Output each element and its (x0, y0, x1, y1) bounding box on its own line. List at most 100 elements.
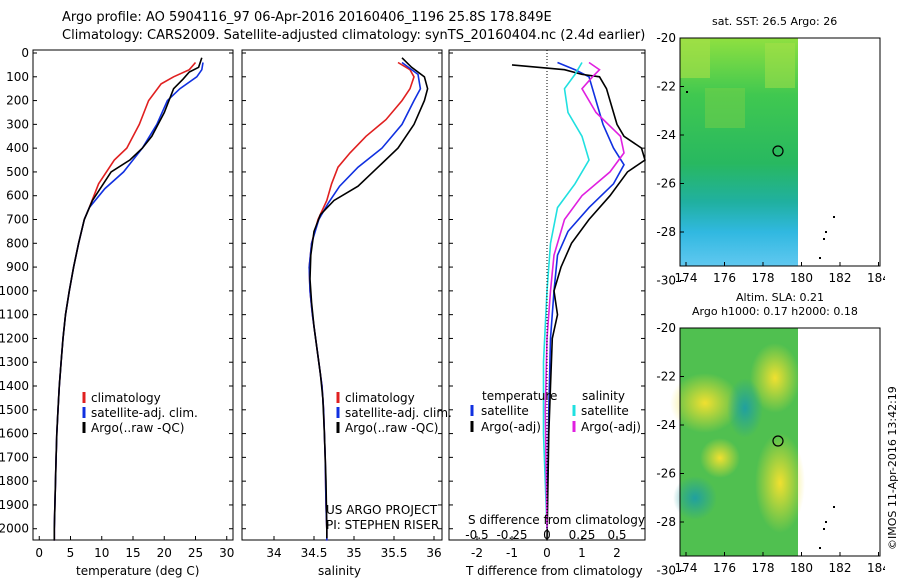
legend-label-sargo: Argo(-adj) (581, 420, 641, 434)
temperature-tick-label: 30 (219, 546, 234, 560)
title-line-2: Climatology: CARS2009. Satellite-adjuste… (62, 28, 646, 43)
map-xtick-label: 176 (713, 271, 736, 285)
depth-tick-label: 200 (6, 94, 29, 108)
depth-tick-label: 100 (6, 70, 29, 84)
depth-tick-label: 1500 (0, 403, 29, 417)
sla-high-4 (700, 438, 740, 478)
credit-line-1: US ARGO PROJECT (326, 503, 438, 517)
map-ytick-label: -28 (656, 225, 676, 239)
island-dot (833, 506, 835, 508)
map-xtick-label: 184 (867, 561, 885, 575)
sst-map-frame (679, 37, 881, 267)
depth-tick-label: 1800 (0, 474, 29, 488)
sdiff-axis-label: S difference from climatology (468, 513, 645, 527)
series-line-temperature-satellite (546, 61, 625, 529)
depth-tick-label: 600 (6, 189, 29, 203)
temperature-tick-label: 20 (157, 546, 172, 560)
sst-map-title: sat. SST: 26.5 Argo: 26 (712, 15, 838, 28)
map-ytick-label: -26 (656, 177, 676, 191)
temperature-series (53, 57, 204, 541)
credit-line-2: PI: STEPHEN RISER (326, 518, 439, 532)
sdiff-tick-label: 0 (543, 528, 551, 542)
temperature-panel-frame (32, 49, 234, 541)
depth-tick-label: 500 (6, 165, 29, 179)
island-dot (825, 521, 827, 523)
legend-label-satellite-2: satellite-adj. clim. (345, 406, 452, 420)
salinity-series (308, 57, 429, 541)
map-ytick-label: -28 (656, 515, 676, 529)
map-ytick-label: -22 (656, 80, 676, 94)
island-dot (823, 238, 825, 240)
map-xtick-label: 180 (790, 271, 813, 285)
map-ytick-label: -26 (656, 467, 676, 481)
map-ytick-label: -30 (656, 274, 676, 288)
sla-high-2 (750, 343, 800, 413)
map-xtick-label: 176 (713, 561, 736, 575)
temperature-tick-label: 25 (188, 546, 203, 560)
legend-label-argo: Argo(..raw -QC) (91, 421, 184, 435)
legend-label-tsat: satellite (481, 404, 529, 418)
sla-map-frame (679, 327, 881, 557)
series-line-temperature-argo-adj- (511, 64, 646, 541)
series-line-satellite-adj-clim- (53, 62, 204, 541)
depth-tick-label: 1200 (0, 331, 29, 345)
map-xtick-label: 178 (752, 271, 775, 285)
map-xtick-label: 174 (675, 561, 698, 575)
temperature-axis-label: temperature (deg C) (76, 564, 199, 578)
depth-tick-label: 900 (6, 260, 29, 274)
map-ytick-label: -22 (656, 370, 676, 384)
legend-temperature: climatology satellite-adj. clim. Argo(..… (82, 391, 198, 435)
sdiff-tick-label: 0.5 (607, 528, 626, 542)
temperature-tick-label: 0 (35, 546, 43, 560)
island-dot (823, 528, 825, 530)
sla-high-1 (670, 373, 740, 433)
island-dot (686, 91, 688, 93)
depth-tick-label: 700 (6, 213, 29, 227)
map-xtick-label: 174 (675, 271, 698, 285)
island-dots (686, 91, 835, 259)
island-dot (819, 547, 821, 549)
depth-tick-label: 400 (6, 141, 29, 155)
depth-tick-label: 1900 (0, 498, 29, 512)
tdiff-axis-label: T difference from climatology (465, 564, 643, 578)
depth-tick-label: 1000 (0, 284, 29, 298)
depth-tick-label: 2000 (0, 522, 29, 536)
depth-tick-label: 800 (6, 236, 29, 250)
depth-tick-label: 300 (6, 117, 29, 131)
title-line-1: Argo profile: AO 5904116_97 06-Apr-2016 … (62, 10, 552, 25)
depth-tick-label: 0 (21, 46, 29, 60)
legend-temperature-header: temperature (482, 389, 557, 403)
tdiff-tick-label: 1 (578, 546, 586, 560)
map-xtick-label: 180 (790, 561, 813, 575)
tdiff-tick-label: -2 (471, 546, 483, 560)
salinity-tick-label: 35.5 (381, 546, 408, 560)
salinity-tick-label: 35 (346, 546, 361, 560)
map-ytick-label: -20 (656, 321, 676, 335)
sla-map-title-2: Argo h1000: 0.17 h2000: 0.18 (692, 305, 858, 318)
legend-label-targo: Argo(-adj) (481, 420, 541, 434)
legend-label-satellite: satellite-adj. clim. (91, 406, 198, 420)
salinity-tick-label: 34.5 (301, 546, 328, 560)
legend-label-argo-2: Argo(..raw -QC) (345, 421, 438, 435)
legend-label-climatology: climatology (91, 391, 161, 405)
island-dot (833, 216, 835, 218)
depth-tick-label: 1300 (0, 355, 29, 369)
series-line-climatology (53, 61, 197, 541)
series-line-argo-raw-qc- (309, 57, 429, 539)
tdiff-tick-label: 0 (543, 546, 551, 560)
map-xtick-label: 182 (829, 271, 852, 285)
map-xtick-label: 178 (752, 561, 775, 575)
temperature-tick-label: 5 (67, 546, 75, 560)
salinity-tick-label: 34 (266, 546, 281, 560)
sdiff-tick-label: 0.25 (569, 528, 596, 542)
depth-tick-label: 1100 (0, 308, 29, 322)
salinity-axis-label: salinity (318, 564, 361, 578)
map-ytick-label: -24 (656, 418, 676, 432)
map-xtick-label: 184 (867, 271, 885, 285)
depth-tick-label: 1400 (0, 379, 29, 393)
depth-tick-label: 1700 (0, 450, 29, 464)
